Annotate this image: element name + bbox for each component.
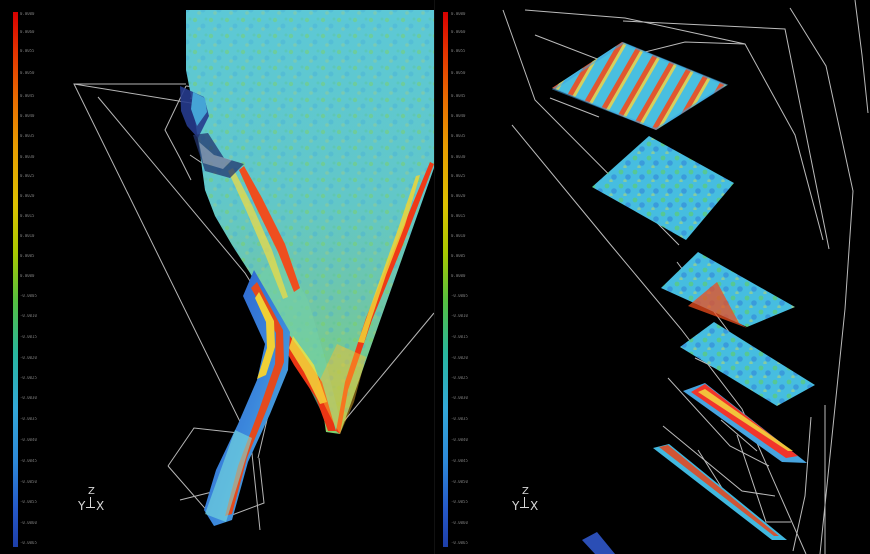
right-stacked-slices: [551, 41, 815, 554]
left-colorbar-tick: 0.0025: [20, 174, 35, 179]
left-colorbar-tick: -0.0050: [20, 480, 37, 485]
right-axis-stem: [524, 497, 525, 508]
right-colorbar-tick: -0.0025: [451, 376, 468, 381]
right-colorbar-tick: 0.0010: [451, 234, 466, 239]
left-colorbar-tick: 0.0000: [20, 274, 35, 279]
left-colorbar-tick: 0.0040: [20, 114, 35, 119]
right-colorbar-tick: -0.0060: [451, 521, 468, 526]
right-colorbar-tick: 0.0005: [451, 254, 466, 259]
left-colorbar-tick: -0.0015: [20, 335, 37, 340]
left-colorbar-tick: 0.0020: [20, 194, 35, 199]
left-colorbar-tick: -0.0040: [20, 438, 37, 443]
right-colorbar: [443, 12, 448, 547]
right-colorbar-tick: -0.0055: [451, 500, 468, 505]
left-colorbar-tick: -0.0055: [20, 500, 37, 505]
right-colorbar-tick: -0.0010: [451, 314, 468, 319]
right-colorbar-tick: 0.0045: [451, 94, 466, 99]
left-jet-stream: [204, 270, 290, 526]
right-colorbar-tick: 0.0050: [451, 71, 466, 76]
left-contour-surface: [186, 10, 434, 434]
right-axis-y-label: Y: [512, 499, 520, 513]
left-colorbar-tick: -0.0065: [20, 541, 37, 546]
left-colorbar-tick: -0.0030: [20, 396, 37, 401]
left-colorbar-tick: 0.0030: [20, 155, 35, 160]
left-colorbar-tick: 0.0005: [20, 254, 35, 259]
left-colorbar-tick: -0.0035: [20, 417, 37, 422]
left-axis-y-label: Y: [78, 499, 86, 513]
right-axis-triad: Z Y X: [512, 486, 554, 520]
left-colorbar-tick: 0.0045: [20, 94, 35, 99]
right-flow-view: 0.0000 0.0060 0.0055 0.0050 0.0045 0.004…: [435, 0, 870, 554]
right-colorbar-tick: -0.0035: [451, 417, 468, 422]
left-colorbar-tick: 0.0035: [20, 134, 35, 139]
right-colorbar-tick: -0.0050: [451, 480, 468, 485]
left-axis-stem: [90, 497, 91, 508]
left-colorbar-tick: -0.0060: [20, 521, 37, 526]
right-colorbar-tick: 0.0030: [451, 155, 466, 160]
left-colorbar-tick: 0.0060: [20, 30, 35, 35]
left-colorbar-tick: -0.0020: [20, 356, 37, 361]
right-colorbar-tick: 0.0020: [451, 194, 466, 199]
left-colorbar-tick: 0.0015: [20, 214, 35, 219]
right-colorbar-tick: -0.0020: [451, 356, 468, 361]
left-axis-z-label: Z: [88, 486, 95, 497]
right-colorbar-tick: 0.0040: [451, 114, 466, 119]
right-colorbar-tick: -0.0065: [451, 541, 468, 546]
right-colorbar-tick: 0.0035: [451, 134, 466, 139]
left-colorbar-tick: -0.0045: [20, 459, 37, 464]
right-colorbar-tick: -0.0015: [451, 335, 468, 340]
right-colorbar-tick: 0.0055: [451, 49, 466, 54]
right-axis-z-label: Z: [522, 486, 529, 497]
left-colorbar: [13, 12, 18, 547]
left-axis-triad: Z Y X: [78, 486, 120, 520]
left-inlet-detail: [180, 86, 244, 178]
right-flow-scene: [502, 0, 869, 554]
right-colorbar-tick: 0.0000: [451, 274, 466, 279]
left-colorbar-tick: -0.0005: [20, 294, 37, 299]
left-colorbar-tick: -0.0010: [20, 314, 37, 319]
right-colorbar-tick: -0.0005: [451, 294, 468, 299]
left-colorbar-tick: 0.0010: [20, 234, 35, 239]
right-colorbar-tick: 0.0025: [451, 174, 466, 179]
left-colorbar-tick: -0.0025: [20, 376, 37, 381]
right-colorbar-tick: -0.0040: [451, 438, 468, 443]
left-axis-x-label: X: [96, 499, 105, 513]
right-colorbar-tick: -0.0030: [451, 396, 468, 401]
left-flow-scene: [73, 10, 435, 531]
left-colorbar-tick: 0.0050: [20, 71, 35, 76]
left-axis-base: [86, 507, 95, 508]
left-colorbar-tick: 0.0055: [20, 49, 35, 54]
right-colorbar-tick: 0.0000: [451, 12, 466, 17]
left-flow-view: 0.0000 0.0060 0.0055 0.0050 0.0045 0.004…: [13, 10, 435, 547]
right-colorbar-tick: 0.0015: [451, 214, 466, 219]
right-colorbar-tick: -0.0045: [451, 459, 468, 464]
right-axis-x-label: X: [530, 499, 539, 513]
right-axis-base: [520, 507, 529, 508]
left-colorbar-tick: 0.0000: [20, 12, 35, 17]
right-colorbar-tick: 0.0060: [451, 30, 466, 35]
